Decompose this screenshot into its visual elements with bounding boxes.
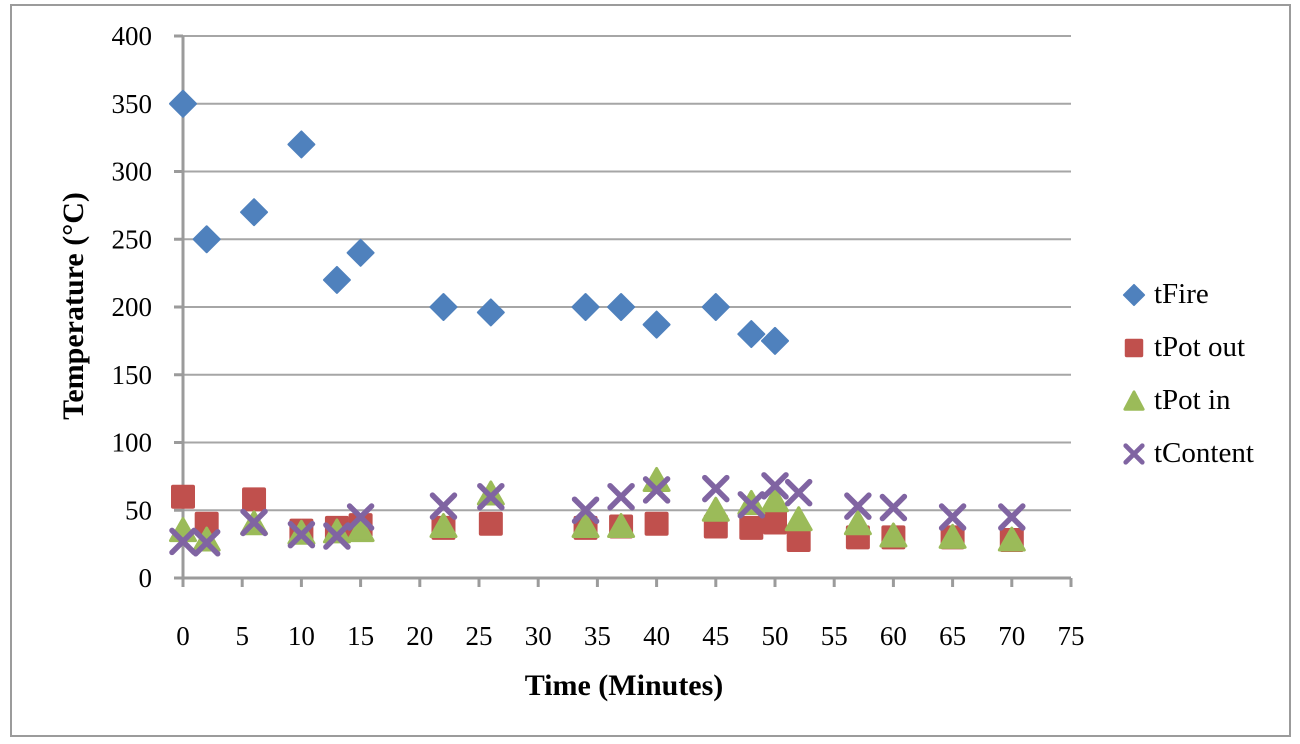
- legend-label: tPot out: [1154, 331, 1246, 363]
- marker-tfire: [607, 293, 636, 321]
- marker-tfire: [761, 326, 789, 355]
- marker-tcontent: [477, 482, 505, 511]
- x-tick-label: 40: [643, 621, 670, 651]
- legend-item-tpot-out: tPot out: [1122, 321, 1254, 374]
- marker-tpot-in: [879, 522, 908, 548]
- y-tick-label: 50: [125, 495, 152, 525]
- x-tick-label: 55: [821, 621, 848, 651]
- y-tick-label: 300: [112, 157, 153, 187]
- marker-tfire: [322, 265, 351, 294]
- x-tick-label: 75: [1058, 621, 1085, 651]
- marker-tcontent: [287, 520, 316, 549]
- marker-tcontent: [784, 478, 813, 507]
- marker-tcontent: [607, 482, 635, 511]
- marker-tpot-out: [763, 510, 787, 535]
- x-axis-title: Time (Minutes): [524, 669, 724, 702]
- x-tick-label: 20: [406, 621, 433, 651]
- marker-tfire: [192, 225, 221, 254]
- marker-tpot-in: [938, 523, 967, 549]
- marker-tfire: [642, 310, 671, 339]
- marker-tfire: [169, 89, 197, 118]
- y-tick-label: 350: [112, 89, 153, 119]
- legend-label: tFire: [1154, 278, 1209, 310]
- marker-tpot-out: [194, 511, 219, 536]
- marker-tcontent: [761, 472, 789, 500]
- marker-tcontent: [879, 493, 908, 522]
- legend-item-tpot-in: tPot in: [1122, 374, 1254, 427]
- marker-tcontent: [192, 529, 221, 557]
- marker-tpot-out: [171, 484, 195, 509]
- marker-tcontent: [938, 503, 967, 531]
- marker-tpot-in: [843, 510, 872, 536]
- marker-tpot-out: [242, 487, 267, 512]
- marker-tfire: [287, 130, 316, 159]
- x-tick-label: 60: [880, 621, 907, 651]
- y-tick-label: 250: [112, 224, 153, 254]
- legend-label: tContent: [1154, 437, 1254, 469]
- marker-tpot-in: [429, 513, 458, 539]
- marker-tpot-in: [346, 517, 375, 543]
- marker-tpot-in: [571, 513, 600, 539]
- x-tick-label: 10: [288, 621, 315, 651]
- marker-tpot-out: [644, 511, 669, 536]
- x-tick-label: 15: [347, 621, 374, 651]
- marker-tcontent: [571, 496, 600, 524]
- marker-tfire: [737, 320, 766, 349]
- square-legend-icon: [1124, 338, 1144, 357]
- x-legend-icon: [1123, 442, 1145, 465]
- marker-tpot-in: [997, 526, 1026, 552]
- x-tick-label: 45: [702, 621, 729, 651]
- x-tick-label: 25: [466, 621, 493, 651]
- marker-tcontent: [429, 492, 458, 520]
- legend-label: tPot in: [1154, 384, 1231, 416]
- marker-tfire: [701, 293, 730, 321]
- marker-tcontent: [737, 491, 766, 519]
- x-tick-label: 65: [939, 621, 966, 651]
- marker-tcontent: [323, 522, 351, 550]
- marker-tpot-in: [701, 496, 730, 522]
- x-tick-label: 30: [525, 621, 552, 651]
- triangle-legend-icon: [1123, 389, 1145, 411]
- chart-frame: [10, 4, 1291, 737]
- x-tick-label: 35: [584, 621, 611, 651]
- y-tick-label: 100: [112, 428, 153, 458]
- marker-tcontent: [702, 474, 730, 503]
- marker-tpot-in: [761, 487, 789, 513]
- x-tick-label: 0: [176, 621, 190, 651]
- marker-tfire: [346, 238, 375, 267]
- marker-tfire: [476, 298, 505, 327]
- legend-item-tfire: tFire: [1122, 268, 1254, 321]
- marker-tpot-in: [607, 513, 636, 539]
- marker-tpot-out: [786, 528, 811, 553]
- marker-tcontent: [346, 503, 375, 531]
- marker-tcontent: [169, 527, 197, 556]
- marker-tpot-out: [739, 515, 764, 540]
- marker-tcontent: [844, 492, 872, 520]
- x-tick-label: 50: [762, 621, 789, 651]
- marker-tpot-in: [784, 506, 813, 532]
- marker-tpot-out: [478, 511, 503, 536]
- y-tick-label: 150: [112, 360, 153, 390]
- y-tick-label: 0: [139, 563, 153, 593]
- marker-tfire: [240, 198, 269, 227]
- y-tick-label: 200: [112, 292, 153, 322]
- x-tick-label: 70: [998, 621, 1025, 651]
- y-axis-title: Temperature (°C): [57, 192, 90, 420]
- diamond-legend-icon: [1122, 283, 1146, 306]
- legend: tFire tPot out tPot in tContent: [1122, 268, 1254, 480]
- marker-tcontent: [240, 508, 268, 537]
- marker-tfire: [571, 293, 600, 321]
- x-tick-label: 5: [235, 621, 249, 651]
- marker-tfire: [429, 293, 458, 321]
- marker-tcontent: [998, 503, 1026, 531]
- marker-tcontent: [642, 476, 671, 504]
- legend-item-tcontent: tContent: [1122, 427, 1254, 480]
- y-tick-label: 400: [112, 21, 153, 51]
